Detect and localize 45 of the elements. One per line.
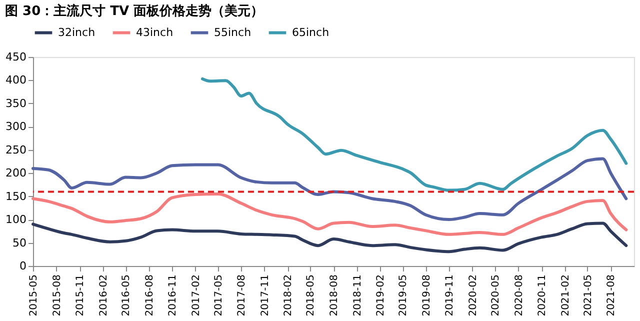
x-tick-label: 2019-05 [398, 274, 410, 316]
y-tick-label: 200 [6, 166, 26, 180]
y-tick-label: 300 [6, 120, 26, 134]
y-tick-label: 350 [6, 96, 26, 110]
x-tick-label: 2020-08 [514, 274, 525, 316]
line-series [200, 77, 628, 192]
legend-label: 32inch [58, 26, 96, 39]
line-series [32, 157, 628, 222]
x-tick-label: 2020-05 [490, 274, 502, 316]
x-tick-label: 2018-05 [306, 274, 317, 316]
x-tick-label: 2017-11 [260, 274, 271, 316]
x-tick-label: 2021-02 [560, 274, 572, 316]
x-tick-label: 2021-05 [582, 274, 594, 316]
x-tick-label: 2016-11 [168, 274, 179, 316]
x-tick-label: 2016-08 [144, 274, 156, 316]
x-tick-label: 2018-11 [352, 274, 364, 316]
y-tick-label: 100 [6, 213, 26, 226]
x-tick-label: 2020-11 [537, 274, 548, 316]
x-tick-label: 2017-05 [213, 274, 224, 316]
x-tick-label: 2016-05 [121, 274, 132, 316]
y-tick-label: 250 [6, 143, 26, 156]
x-tick-label: 2018-02 [283, 274, 294, 316]
legend-label: 65inch [292, 26, 330, 39]
legend-label: 55inch [214, 26, 252, 39]
x-tick-label: 2019-08 [421, 274, 432, 316]
y-tick-label: 400 [6, 74, 26, 87]
x-tick-label: 2015-05 [28, 274, 40, 316]
x-tick-label: 2017-08 [236, 274, 248, 316]
y-tick-label: 450 [6, 50, 26, 64]
x-tick-label: 2015-11 [75, 274, 86, 316]
y-tick-label: 50 [12, 236, 26, 250]
line-series [32, 192, 628, 236]
legend-label: 43inch [136, 26, 174, 39]
x-tick-label: 2019-11 [444, 274, 456, 316]
chart-title: 图 30：主流尺寸 TV 面板价格走势（美元） [5, 3, 264, 19]
x-tick-label: 2020-02 [468, 274, 479, 316]
x-tick-label: 2016-02 [98, 274, 110, 316]
x-tick-label: 2015-08 [52, 274, 63, 316]
x-tick-label: 2019-02 [376, 274, 387, 316]
y-tick-label: 150 [6, 190, 26, 203]
x-tick-label: 2021-08 [606, 274, 618, 316]
x-tick-label: 2017-02 [190, 274, 202, 316]
x-tick-label: 2018-08 [329, 274, 340, 316]
y-tick-label: 0 [20, 260, 26, 272]
line-series [32, 222, 628, 254]
